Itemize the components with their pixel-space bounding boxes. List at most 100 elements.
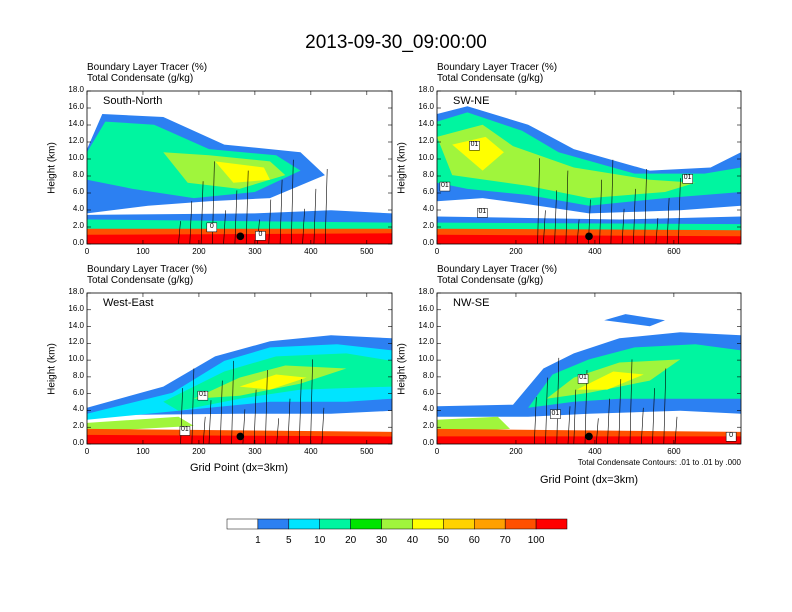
- x-tick-label: 400: [588, 247, 602, 256]
- colorbar-swatch: [443, 518, 475, 530]
- condensate-contour: [537, 158, 681, 244]
- contour-label-box: [550, 409, 561, 419]
- x-tick-label: 400: [588, 447, 602, 456]
- y-tick-label: 12.0: [68, 337, 84, 347]
- contour-label-box: [477, 208, 488, 218]
- x-tick-label: 200: [509, 447, 523, 456]
- contour-note: Total Condensate Contours: .01 to .01 by…: [577, 458, 741, 467]
- y-tick-label: 18.0: [418, 287, 434, 296]
- contour-label: 01: [551, 409, 560, 417]
- panel-sw-ne: [436, 90, 742, 245]
- location-marker: [236, 232, 245, 241]
- y-tick-label: 4.0: [422, 404, 434, 414]
- colorbar-swatch: [474, 518, 506, 530]
- contour-label: 01: [683, 174, 692, 182]
- panel-title-tracer: Boundary Layer Tracer (%): [437, 62, 558, 73]
- panel-title-condensate: Total Condensate (g/kg): [87, 275, 194, 286]
- y-tick-label: 14.0: [68, 320, 84, 330]
- contour-label-box: [682, 174, 693, 184]
- y-tick-label: 18.0: [68, 287, 84, 296]
- y-tick-label: 10.0: [68, 153, 84, 162]
- y-tick-label: 10.0: [68, 354, 84, 364]
- axes-frame: [86, 292, 393, 445]
- colorbar-label: 60: [468, 535, 480, 546]
- panel-name: SW-NE: [453, 95, 490, 107]
- y-tick-label: 16.0: [418, 303, 434, 313]
- x-axis-label-left: Grid Point (dx=3km): [189, 462, 289, 474]
- panel-south-north: [86, 90, 393, 245]
- x-tick-label: 600: [667, 247, 681, 256]
- shading-band: [576, 371, 644, 390]
- panel-field: [87, 335, 392, 444]
- contour-label-box: [197, 390, 209, 401]
- shading-band: [452, 136, 504, 171]
- contour-label-box: [725, 432, 737, 442]
- x-tick-label: 500: [360, 247, 374, 256]
- axes-frame: [436, 90, 742, 245]
- colorbar-swatch: [535, 518, 568, 530]
- x-tick-label: 100: [136, 247, 150, 256]
- colorbar-swatch: [319, 518, 351, 530]
- contour-label: 01: [478, 208, 487, 216]
- colorbar-label: 10: [314, 535, 326, 546]
- x-tick-label: 300: [248, 447, 262, 456]
- contour-label-box: [255, 231, 266, 241]
- y-tick-label: 4.0: [422, 204, 434, 213]
- colorbar-label: 70: [499, 535, 511, 546]
- y-tick-label: 8.0: [72, 170, 84, 179]
- x-tick-label: 600: [667, 447, 681, 456]
- panel-title-tracer: Boundary Layer Tracer (%): [87, 264, 208, 275]
- colorbar-swatch: [504, 518, 537, 530]
- colorbar-label: 50: [437, 535, 449, 546]
- y-tick-label: 18.0: [418, 85, 434, 94]
- contour-label-box: [179, 426, 191, 436]
- contour-label: 01: [470, 141, 479, 149]
- colorbar-swatch: [257, 518, 290, 530]
- x-tick-label: 400: [304, 447, 318, 456]
- panel-field: [437, 314, 741, 444]
- contour-label-box: [439, 181, 451, 192]
- y-axis-label: Height (km): [46, 141, 58, 194]
- y-tick-label: 16.0: [68, 303, 84, 313]
- x-tick-label: 200: [192, 447, 206, 456]
- location-marker: [236, 432, 245, 441]
- x-tick-label: 400: [304, 247, 318, 256]
- y-tick-label: 2.0: [422, 421, 434, 431]
- colorbar-swatch: [350, 518, 382, 530]
- colorbar: [226, 518, 568, 530]
- panel-title-condensate: Total Condensate (g/kg): [437, 73, 544, 84]
- y-axis-label: Height (km): [46, 342, 58, 395]
- location-marker: [585, 432, 593, 441]
- contour-label: 01: [440, 182, 449, 190]
- panel-name: West-East: [103, 297, 154, 309]
- y-tick-label: 2.0: [422, 221, 434, 230]
- panel-nw-se: [436, 292, 742, 445]
- colorbar-label: 20: [345, 535, 357, 546]
- shading-band: [604, 314, 665, 327]
- colorbar-label: 100: [527, 535, 545, 546]
- axes-frame: [436, 292, 742, 445]
- x-tick-label: 300: [248, 247, 262, 256]
- panel-field: [437, 106, 741, 244]
- y-tick-label: 6.0: [72, 387, 84, 397]
- y-tick-label: 6.0: [422, 187, 434, 196]
- y-tick-label: 16.0: [418, 102, 434, 111]
- figure-title: 2013-09-30_09:00:00: [305, 32, 487, 53]
- shading-band: [437, 124, 696, 199]
- contour-label-box: [577, 374, 589, 384]
- panel-field: [87, 114, 392, 244]
- x-tick-label: 0: [434, 247, 440, 256]
- x-tick-label: 100: [136, 447, 150, 456]
- colorbar-label: 40: [406, 535, 419, 546]
- colorbar-label: 30: [375, 535, 388, 546]
- x-tick-label: 0: [84, 447, 90, 456]
- x-tick-label: 200: [192, 247, 206, 256]
- colorbar-swatch: [381, 518, 413, 530]
- y-axis-label: Height (km): [396, 342, 408, 395]
- panel-west-east: [86, 292, 393, 445]
- panel-title-tracer: Boundary Layer Tracer (%): [437, 264, 558, 275]
- x-tick-label: 200: [509, 247, 523, 256]
- contour-label: 01: [198, 391, 207, 399]
- y-tick-label: 2.0: [72, 421, 84, 431]
- contour-label: 0: [209, 222, 214, 230]
